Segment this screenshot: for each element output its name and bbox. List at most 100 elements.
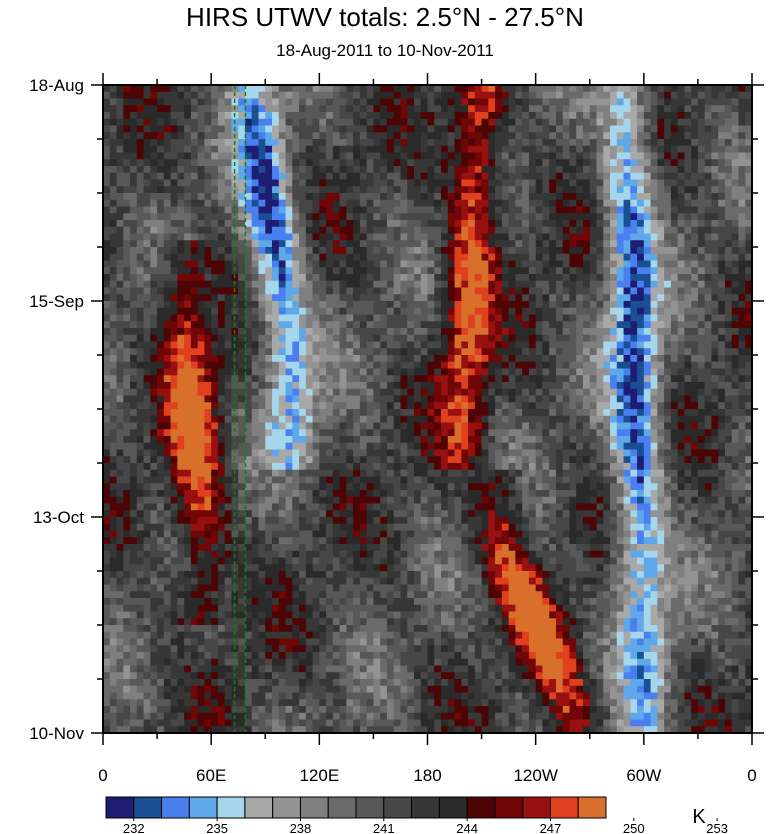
heatmap-cell	[150, 253, 158, 262]
heatmap-cell	[103, 91, 111, 100]
heatmap-cell	[616, 112, 625, 120]
heatmap-cell	[272, 429, 280, 437]
heatmap-cell	[582, 341, 591, 349]
heatmap-cell	[664, 247, 672, 255]
heatmap-cell	[163, 226, 172, 235]
heatmap-cell	[211, 145, 219, 154]
heatmap-cell	[217, 193, 226, 201]
heatmap-cell	[549, 307, 557, 316]
heatmap-cell	[670, 267, 679, 275]
heatmap-cell	[130, 348, 138, 356]
heatmap-cell	[380, 382, 388, 390]
heatmap-cell	[501, 382, 510, 390]
heatmap-cell	[272, 361, 280, 370]
heatmap-cell	[434, 348, 442, 356]
heatmap-cell	[420, 105, 429, 113]
heatmap-cell	[224, 145, 233, 154]
heatmap-cell	[724, 139, 733, 147]
heatmap-cell	[623, 321, 631, 329]
heatmap-cell	[745, 85, 752, 93]
heatmap-cell	[610, 294, 618, 302]
heatmap-cell	[292, 415, 300, 424]
heatmap-cell	[305, 226, 314, 235]
heatmap-cell	[197, 152, 206, 160]
heatmap-cell	[582, 112, 591, 120]
heatmap-cell	[103, 186, 111, 194]
heatmap-cell	[603, 105, 611, 113]
heatmap-cell	[136, 193, 145, 201]
heatmap-cell	[596, 395, 604, 403]
heatmap-cell	[501, 314, 510, 322]
heatmap-cell	[332, 280, 341, 289]
heatmap-cell	[684, 125, 692, 133]
heatmap-cell	[474, 199, 483, 208]
heatmap-cell	[501, 125, 510, 133]
heatmap-cell	[366, 307, 375, 316]
heatmap-cell	[150, 348, 158, 356]
heatmap-cell	[211, 301, 219, 309]
heatmap-cell	[677, 220, 685, 228]
heatmap-cell	[643, 220, 652, 228]
heatmap-cell	[441, 193, 449, 201]
heatmap-cell	[542, 193, 550, 201]
heatmap-cell	[697, 341, 706, 349]
heatmap-cell	[569, 395, 577, 403]
heatmap-cell	[319, 179, 327, 187]
heatmap-cell	[481, 341, 489, 349]
heatmap-cell	[292, 409, 300, 417]
heatmap-cell	[170, 301, 178, 309]
heatmap-cell	[332, 294, 341, 302]
heatmap-cell	[346, 139, 354, 147]
heatmap-cell	[508, 280, 516, 289]
heatmap-cell	[386, 395, 395, 403]
heatmap-cell	[285, 159, 293, 167]
heatmap-cell	[623, 307, 631, 316]
heatmap-cell	[184, 348, 192, 356]
heatmap-cell	[265, 118, 273, 127]
heatmap-cell	[272, 152, 280, 160]
heatmap-cell	[123, 112, 131, 120]
heatmap-cell	[495, 98, 503, 106]
heatmap-cell	[204, 402, 212, 410]
heatmap-cell	[353, 267, 361, 275]
heatmap-cell	[481, 166, 489, 174]
heatmap-cell	[393, 159, 402, 167]
heatmap-cell	[542, 287, 550, 295]
heatmap-cell	[745, 213, 752, 221]
heatmap-cell	[718, 274, 726, 282]
heatmap-cell	[488, 199, 496, 208]
heatmap-cell	[481, 287, 489, 295]
heatmap-cell	[461, 152, 469, 160]
heatmap-cell	[657, 267, 665, 275]
heatmap-cell	[190, 112, 199, 120]
heatmap-cell	[447, 260, 456, 268]
heatmap-cell	[319, 375, 327, 383]
heatmap-cell	[697, 179, 706, 187]
heatmap-cell	[386, 301, 395, 309]
heatmap-cell	[136, 355, 145, 363]
heatmap-cell	[718, 199, 726, 208]
heatmap-cell	[123, 402, 131, 410]
heatmap-cell	[569, 294, 577, 302]
heatmap-cell	[745, 274, 752, 282]
heatmap-cell	[684, 112, 692, 120]
heatmap-cell	[697, 206, 706, 214]
heatmap-cell	[515, 166, 523, 174]
heatmap-cell	[596, 280, 604, 289]
heatmap-cell	[589, 409, 598, 417]
heatmap-cell	[265, 213, 273, 221]
heatmap-cell	[251, 193, 260, 201]
heatmap-cell	[299, 348, 307, 356]
heatmap-cell	[184, 247, 192, 255]
heatmap-cell	[697, 334, 706, 343]
heatmap-cell	[224, 267, 233, 275]
heatmap-cell	[508, 267, 516, 275]
heatmap-cell	[474, 294, 483, 302]
heatmap-cell	[204, 382, 212, 390]
heatmap-cell	[711, 334, 719, 343]
heatmap-cell	[528, 355, 537, 363]
heatmap-cell	[224, 186, 233, 194]
heatmap-cell	[596, 132, 604, 140]
heatmap-cell	[413, 193, 422, 201]
heatmap-cell	[461, 193, 469, 201]
